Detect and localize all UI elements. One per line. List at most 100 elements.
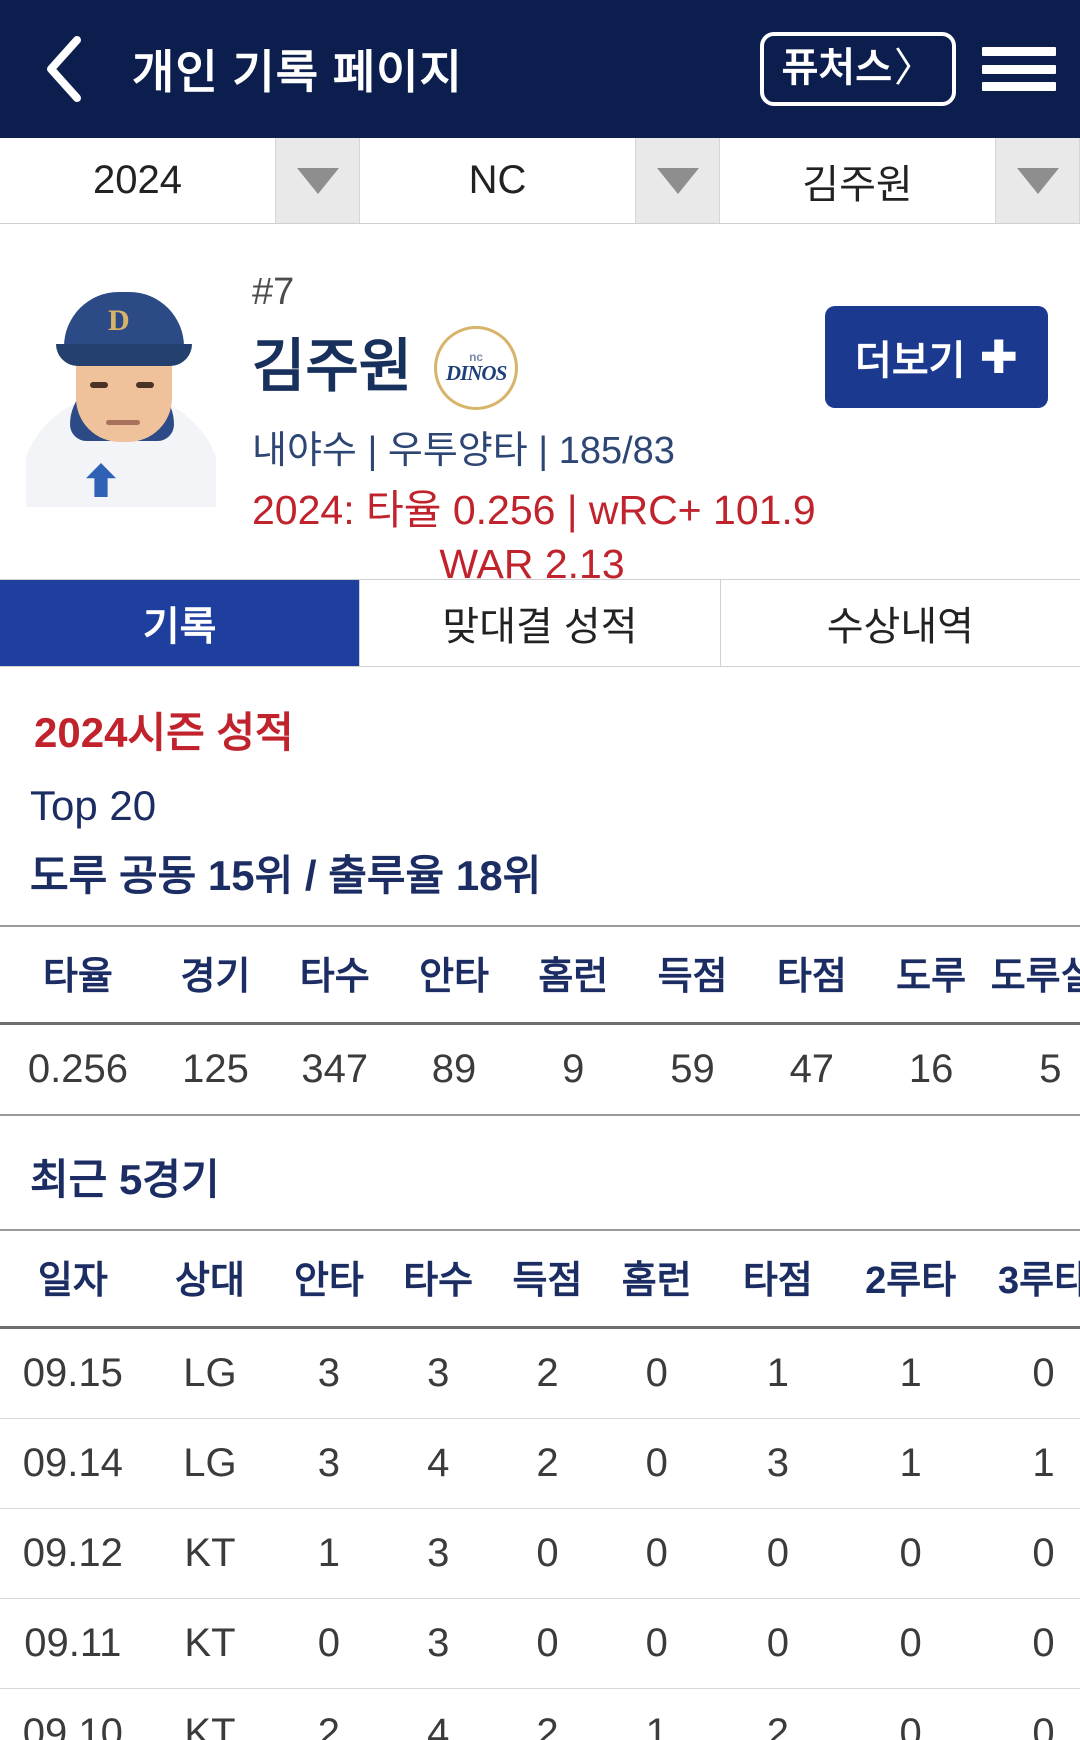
- hamburger-icon[interactable]: [982, 41, 1056, 97]
- cell-caught-stealing: 5: [990, 1023, 1080, 1116]
- team-logo-icon: nc DINOS: [434, 325, 519, 410]
- futures-link-button[interactable]: 퓨처스 〉: [759, 32, 956, 106]
- table-row: 09.15 LG 3 3 2 0 1 1 0: [0, 1327, 1080, 1419]
- cell-at-bats: 3: [383, 1327, 493, 1419]
- cell-date: 09.12: [0, 1508, 146, 1599]
- team-logo-top: nc: [469, 350, 484, 365]
- cell-runs: 0: [492, 1508, 603, 1599]
- futures-label: 퓨처스: [781, 46, 892, 90]
- player-photo: D: [26, 252, 216, 507]
- col-hits: 안타: [394, 925, 514, 1025]
- col-opponent: 상대: [145, 1229, 275, 1329]
- player-season-summary: 2024: 타율 0.256 | wRC+ 101.9: [252, 486, 816, 533]
- cell-home-runs: 0: [602, 1598, 712, 1689]
- cell-home-runs: 9: [513, 1023, 633, 1116]
- team-filter[interactable]: NC: [360, 138, 720, 223]
- player-info: #7 김주원 nc DINOS 내야수 | 우투양타 | 185/83 2024…: [252, 252, 1080, 587]
- tab-bar: 기록 맞대결 성적 수상내역: [0, 579, 1080, 667]
- player-filter-value[interactable]: 김주원: [720, 138, 996, 223]
- table-row: 09.11 KT 0 3 0 0 0 0 0: [0, 1598, 1080, 1689]
- chevron-down-icon: [1016, 167, 1059, 194]
- season-section-title: 2024시즌 성적: [34, 709, 294, 756]
- cell-triples: 0: [977, 1598, 1080, 1689]
- cell-triples: 0: [977, 1688, 1080, 1740]
- tab-records[interactable]: 기록: [0, 580, 361, 666]
- cell-at-bats: 4: [383, 1418, 493, 1509]
- cell-doubles: 0: [844, 1688, 978, 1740]
- cell-runs: 59: [632, 1023, 753, 1116]
- cell-at-bats: 347: [275, 1023, 395, 1116]
- back-button[interactable]: [28, 29, 100, 109]
- recent-games-title: 최근 5경기: [30, 1156, 220, 1203]
- cell-hits: 2: [274, 1688, 384, 1740]
- top-navigation-bar: 개인 기록 페이지 퓨처스 〉: [0, 0, 1080, 138]
- cell-triples: 0: [977, 1508, 1080, 1599]
- cell-rbi: 2: [711, 1688, 845, 1740]
- cell-rbi: 3: [711, 1418, 845, 1509]
- cell-hits: 3: [274, 1418, 384, 1509]
- team-filter-value[interactable]: NC: [360, 138, 636, 223]
- cell-home-runs: 0: [602, 1508, 712, 1599]
- col-hits: 안타: [274, 1229, 384, 1329]
- season-filter-dropdown-button[interactable]: [276, 138, 360, 223]
- player-war-summary: WAR 2.13: [439, 541, 625, 588]
- cell-at-bats: 3: [383, 1598, 493, 1689]
- season-filter[interactable]: 2024: [0, 138, 360, 223]
- chevron-left-icon: [41, 34, 87, 104]
- col-avg: 타율: [0, 925, 156, 1025]
- col-runs: 득점: [632, 925, 753, 1025]
- cell-steals: 16: [871, 1023, 991, 1116]
- cell-doubles: 1: [844, 1327, 978, 1419]
- cell-runs: 2: [492, 1688, 603, 1740]
- cell-runs: 0: [492, 1598, 603, 1689]
- tab-head-to-head[interactable]: 맞대결 성적: [360, 580, 721, 666]
- col-at-bats: 타수: [383, 1229, 493, 1329]
- cell-rbi: 1: [711, 1327, 845, 1419]
- season-filter-value[interactable]: 2024: [0, 138, 276, 223]
- cell-home-runs: 1: [602, 1688, 712, 1740]
- col-date: 일자: [0, 1229, 146, 1329]
- top-bar-actions: 퓨처스 〉: [759, 0, 1056, 138]
- cell-runs: 2: [492, 1418, 603, 1509]
- cell-date: 09.11: [0, 1598, 146, 1689]
- cell-date: 09.10: [0, 1688, 146, 1740]
- player-filter[interactable]: 김주원: [720, 138, 1080, 223]
- top20-label: Top 20: [30, 782, 157, 829]
- player-filter-dropdown-button[interactable]: [996, 138, 1080, 223]
- cell-at-bats: 3: [383, 1508, 493, 1599]
- table-header-row: 일자 상대 안타 타수 득점 홈런 타점 2루타 3루타: [0, 1229, 1080, 1329]
- col-rbi: 타점: [752, 925, 872, 1025]
- recent-games-table: 일자 상대 안타 타수 득점 홈런 타점 2루타 3루타 09.15 LG 3 …: [0, 1229, 1080, 1740]
- tab-awards[interactable]: 수상내역: [720, 580, 1080, 666]
- season-stats-table-wrap: 타율 경기 타수 안타 홈런 득점 타점 도루 도루실패 0.256 125 3…: [0, 925, 1080, 1116]
- cell-hits: 89: [394, 1023, 514, 1116]
- cell-rbi: 0: [711, 1598, 845, 1689]
- cell-hits: 1: [274, 1508, 384, 1599]
- player-name-row: 김주원 nc DINOS: [252, 325, 1080, 410]
- cell-opponent: LG: [145, 1327, 275, 1419]
- col-at-bats: 타수: [275, 925, 395, 1025]
- team-filter-dropdown-button[interactable]: [636, 138, 720, 223]
- col-home-runs: 홈런: [602, 1229, 712, 1329]
- col-caught-stealing: 도루실패: [990, 925, 1080, 1025]
- col-home-runs: 홈런: [513, 925, 633, 1025]
- col-runs: 득점: [492, 1229, 603, 1329]
- col-doubles: 2루타: [844, 1229, 978, 1329]
- cell-rbi: 0: [711, 1508, 845, 1599]
- col-steals: 도루: [871, 925, 991, 1025]
- cell-doubles: 1: [844, 1418, 978, 1509]
- cell-runs: 2: [492, 1327, 603, 1419]
- cell-avg: 0.256: [0, 1023, 156, 1116]
- cell-rbi: 47: [752, 1023, 872, 1116]
- cell-home-runs: 0: [602, 1327, 712, 1419]
- chevron-down-icon: [656, 167, 699, 194]
- cell-at-bats: 4: [383, 1688, 493, 1740]
- player-name: 김주원: [252, 334, 413, 400]
- chevron-right-icon: 〉: [894, 46, 934, 90]
- table-row: 09.14 LG 3 4 2 0 3 1 1: [0, 1418, 1080, 1509]
- more-button[interactable]: 더보기 ✚: [825, 306, 1048, 408]
- recent-games-table-wrap: 일자 상대 안타 타수 득점 홈런 타점 2루타 3루타 09.15 LG 3 …: [0, 1229, 1080, 1740]
- cell-hits: 3: [274, 1327, 384, 1419]
- player-jersey-number: #7: [252, 271, 295, 313]
- season-stats-table: 타율 경기 타수 안타 홈런 득점 타점 도루 도루실패 0.256 125 3…: [0, 925, 1080, 1116]
